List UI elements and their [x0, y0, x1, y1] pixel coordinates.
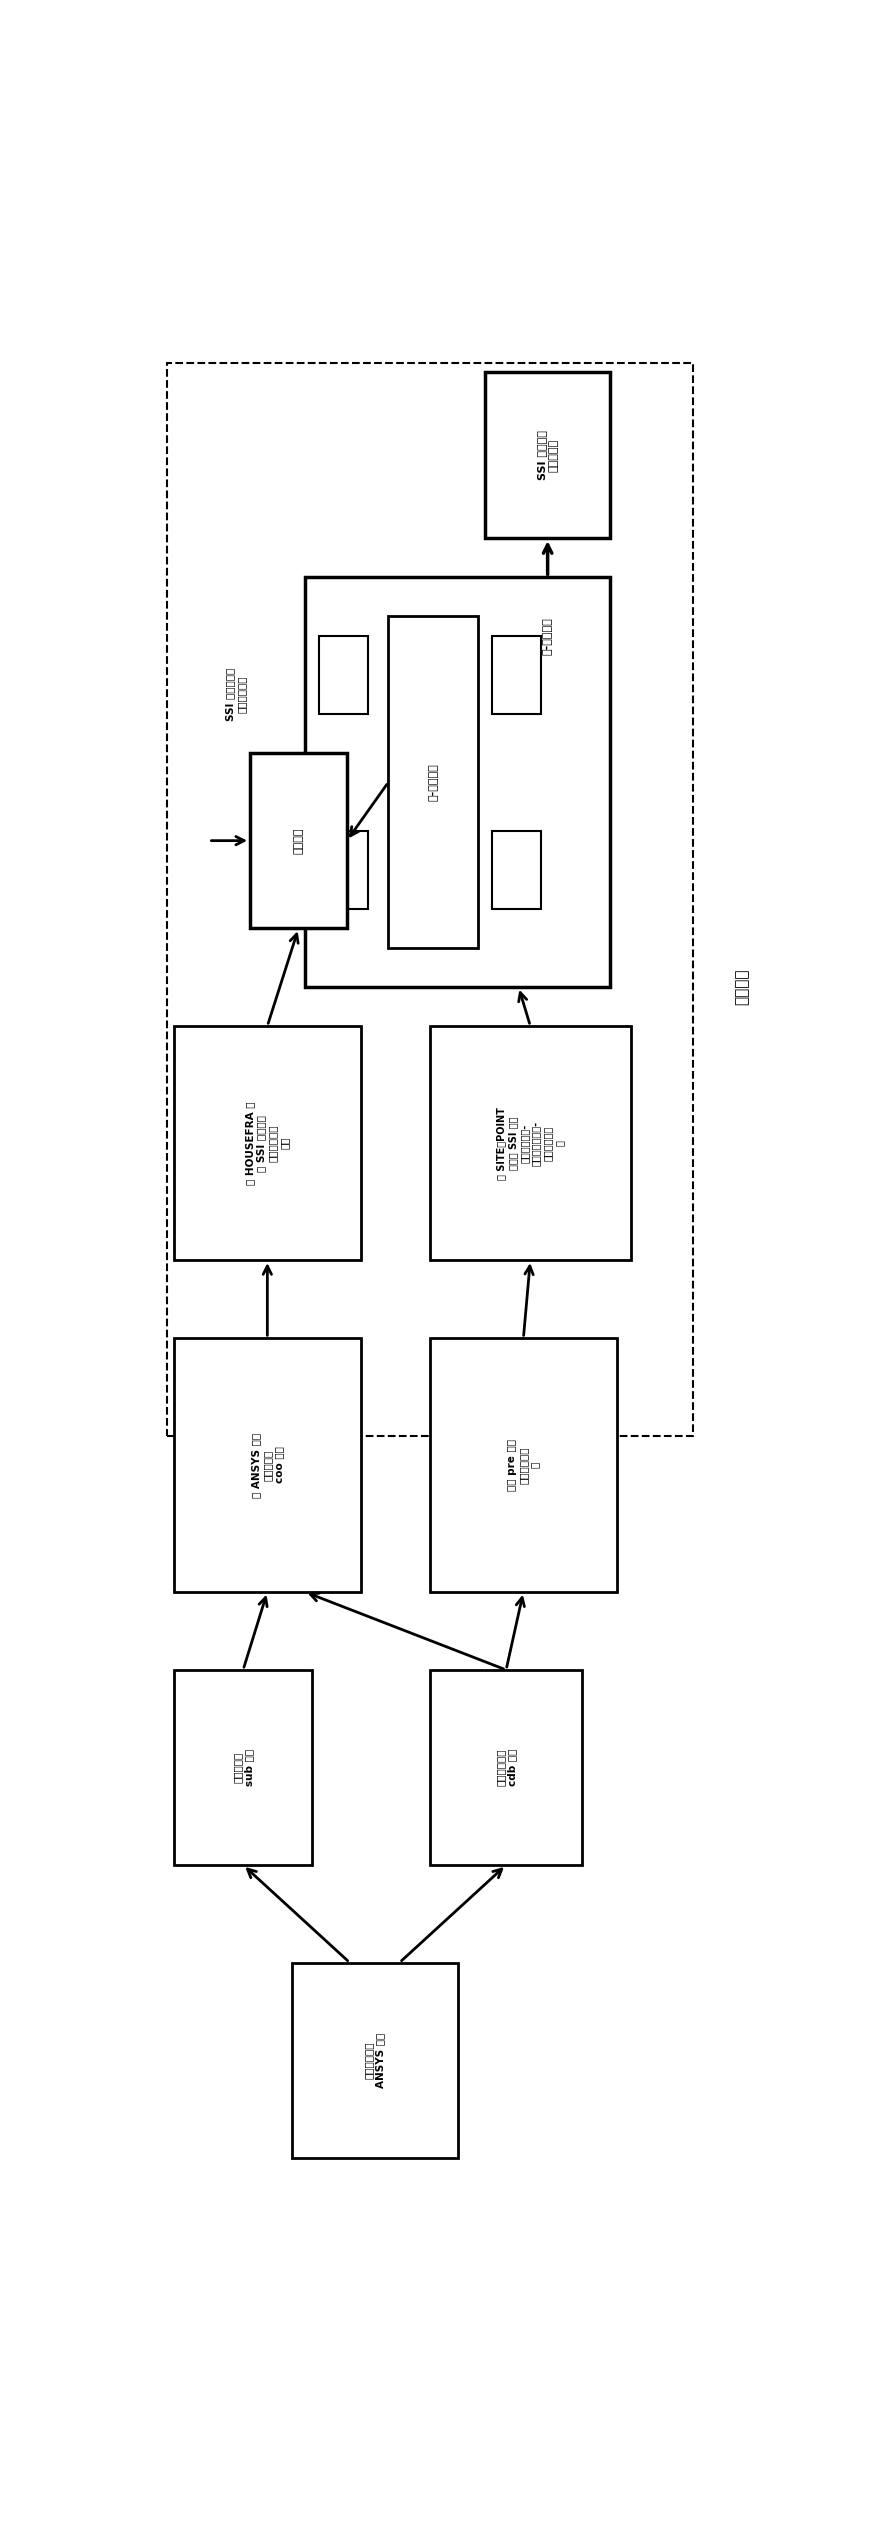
FancyBboxPatch shape — [430, 1338, 617, 1591]
FancyBboxPatch shape — [174, 1338, 361, 1591]
Text: 结构相关: 结构相关 — [294, 829, 304, 854]
Text: 土-结构相关: 土-结构相关 — [429, 763, 438, 801]
FancyBboxPatch shape — [291, 1961, 458, 2159]
Text: 壳单元数分
sub 文件: 壳单元数分 sub 文件 — [232, 1748, 254, 1786]
FancyBboxPatch shape — [250, 753, 347, 927]
Text: 非壳单元数分
cdb 文件: 非壳单元数分 cdb 文件 — [496, 1748, 517, 1786]
FancyBboxPatch shape — [167, 362, 693, 1437]
Text: 计算过程: 计算过程 — [734, 968, 749, 1006]
FancyBboxPatch shape — [320, 636, 368, 715]
Text: 用 SITE、POINT
程序建 SSI 系统
运动方程中土-
场地相关域和土-
结构相互作用
项: 用 SITE、POINT 程序建 SSI 系统 运动方程中土- 场地相关域和土-… — [497, 1107, 564, 1178]
Text: 用 HOUSEFRA 生
成 SSI 系统运动
方程中结构相
关项: 用 HOUSEFRA 生 成 SSI 系统运动 方程中结构相 关项 — [245, 1102, 289, 1186]
Text: SSI 分析，获
得楼层响应: SSI 分析，获 得楼层响应 — [537, 431, 558, 481]
FancyBboxPatch shape — [388, 616, 479, 948]
FancyBboxPatch shape — [174, 1670, 313, 1865]
FancyBboxPatch shape — [320, 831, 368, 910]
FancyBboxPatch shape — [305, 578, 610, 986]
FancyBboxPatch shape — [492, 831, 541, 910]
Text: 土-场地相关: 土-场地相关 — [543, 616, 553, 654]
Text: 生成 pre 文件
并重新合算输
值: 生成 pre 文件 并重新合算输 值 — [507, 1439, 540, 1490]
Text: SSI 系统运动方
程中各项获取: SSI 系统运动方 程中各项获取 — [225, 666, 247, 722]
FancyBboxPatch shape — [174, 1026, 361, 1259]
FancyBboxPatch shape — [486, 372, 610, 537]
Text: 用 ANSYS 文件
生成坐标串
coo 文件: 用 ANSYS 文件 生成坐标串 coo 文件 — [251, 1432, 284, 1498]
FancyBboxPatch shape — [430, 1026, 630, 1259]
FancyBboxPatch shape — [492, 636, 541, 715]
FancyBboxPatch shape — [430, 1670, 582, 1865]
Text: 建立数优前的
ANSYS 模型: 建立数优前的 ANSYS 模型 — [363, 2032, 386, 2088]
